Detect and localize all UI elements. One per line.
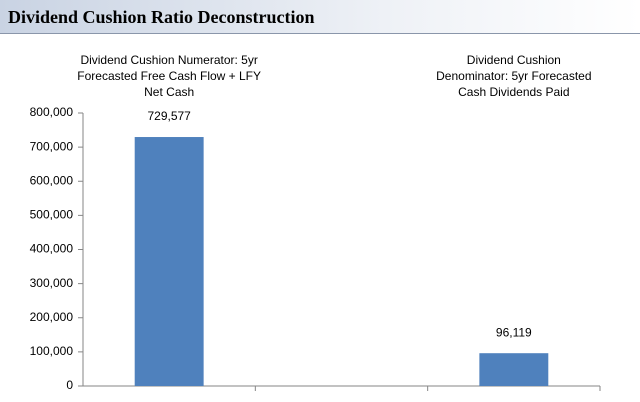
bar <box>134 137 204 386</box>
y-tick-label: 200,000 <box>30 310 74 324</box>
title-bar: Dividend Cushion Ratio Deconstruction <box>0 0 640 34</box>
y-tick-label: 500,000 <box>30 208 74 222</box>
y-tick-label: 600,000 <box>30 173 74 187</box>
bar <box>479 353 549 386</box>
y-tick-label: 100,000 <box>30 344 74 358</box>
y-tick-label: 800,000 <box>30 105 74 119</box>
x-category-label: Dividend Cushion Denominator: 5yr Foreca… <box>436 53 592 99</box>
value-label: 729,577 <box>147 109 191 123</box>
chart-title: Dividend Cushion Ratio Deconstruction <box>8 7 315 27</box>
y-tick-label: 300,000 <box>30 276 74 290</box>
y-tick-label: 400,000 <box>30 242 74 256</box>
x-category-label: Dividend Cushion Numerator: 5yr Forecast… <box>77 53 262 99</box>
y-tick-label: 700,000 <box>30 139 74 153</box>
value-label: 96,119 <box>496 325 532 339</box>
y-tick-label: 0 <box>66 378 73 392</box>
